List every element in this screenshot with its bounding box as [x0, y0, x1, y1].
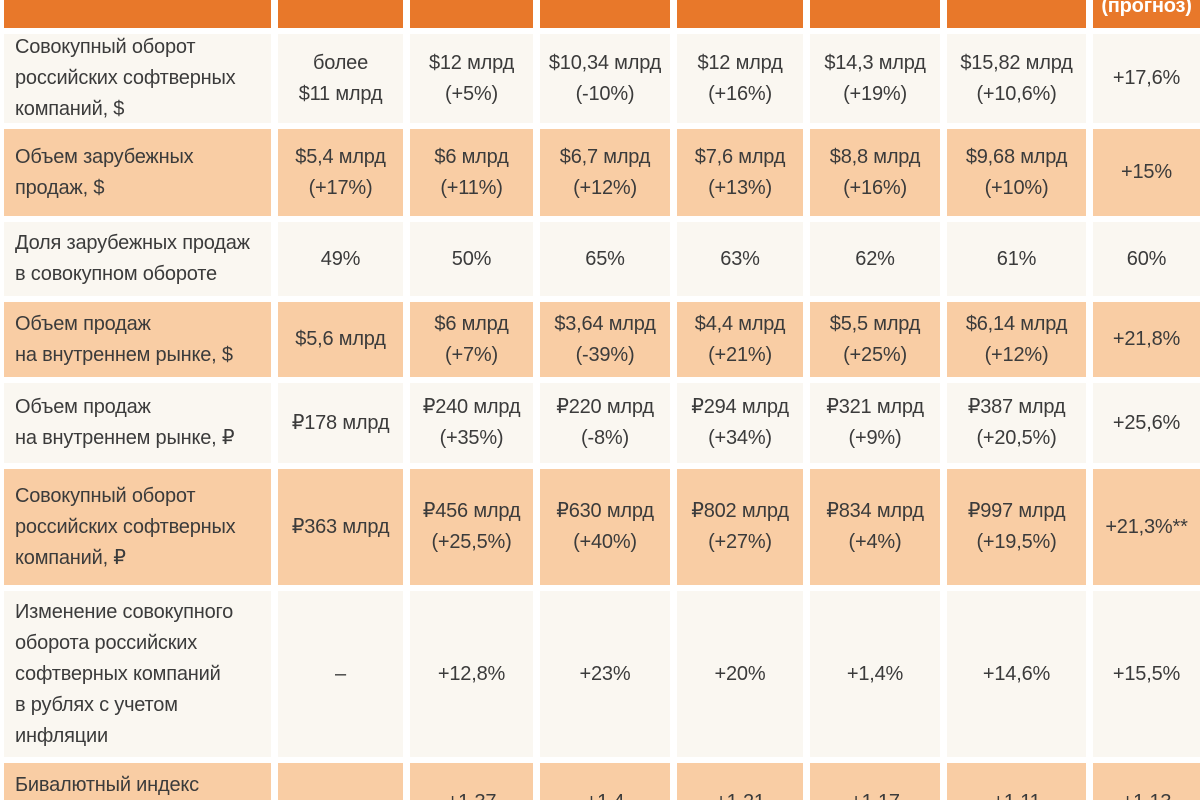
- data-cell: +20%: [677, 591, 803, 757]
- row-label: Бивалютный индекс: [4, 763, 271, 800]
- data-cell: ₽178 млрд: [278, 383, 403, 463]
- data-cell-forecast: +17,6%: [1093, 34, 1200, 123]
- data-cell: +23%: [540, 591, 670, 757]
- data-cell: ₽321 млрд (+9%): [810, 383, 940, 463]
- data-cell: $9,68 млрд (+10%): [947, 129, 1086, 216]
- row-label: Доля зарубежных продаж в совокупном обор…: [4, 222, 271, 296]
- data-cell: ₽220 млрд (-8%): [540, 383, 670, 463]
- forecast-label: (прогноз): [1101, 0, 1192, 17]
- data-cell-forecast: 60%: [1093, 222, 1200, 296]
- data-cell: ₽802 млрд (+27%): [677, 469, 803, 585]
- data-cell: $4,4 млрд (+21%): [677, 302, 803, 377]
- data-cell: $6,14 млрд (+12%): [947, 302, 1086, 377]
- data-cell: ₽630 млрд (+40%): [540, 469, 670, 585]
- table-row: Бивалютный индекс +1,37 +1,4 +1,21 +1,17…: [4, 763, 1200, 800]
- data-cell: 61%: [947, 222, 1086, 296]
- row-label: Совокупный оборот российских софтверных …: [4, 469, 271, 585]
- data-cell: $15,82 млрд (+10,6%): [947, 34, 1086, 123]
- header-cell-forecast: (прогноз): [1093, 0, 1200, 28]
- header-cell: [810, 0, 940, 28]
- table-row: Объем продаж на внутреннем рынке, $ $5,6…: [4, 302, 1200, 377]
- row-label: Совокупный оборот российских софтверных …: [4, 34, 271, 123]
- data-cell: 63%: [677, 222, 803, 296]
- table-row: Объем продаж на внутреннем рынке, ₽ ₽178…: [4, 383, 1200, 463]
- data-cell: ₽363 млрд: [278, 469, 403, 585]
- row-label: Объем зарубежных продаж, $: [4, 129, 271, 216]
- data-cell: +14,6%: [947, 591, 1086, 757]
- data-cell: $6 млрд (+11%): [410, 129, 533, 216]
- data-cell: +1,4%: [810, 591, 940, 757]
- data-cell-forecast: +15%: [1093, 129, 1200, 216]
- data-cell: ₽997 млрд (+19,5%): [947, 469, 1086, 585]
- table-header-row: (прогноз): [4, 0, 1200, 28]
- table-row: Совокупный оборот российских софтверных …: [4, 34, 1200, 123]
- data-cell-forecast: +25,6%: [1093, 383, 1200, 463]
- data-cell: 62%: [810, 222, 940, 296]
- data-cell: [278, 763, 403, 800]
- data-cell: +1,4: [540, 763, 670, 800]
- header-cell: [4, 0, 271, 28]
- table-row: Изменение совокупного оборота российских…: [4, 591, 1200, 757]
- row-label: Объем продаж на внутреннем рынке, $: [4, 302, 271, 377]
- data-cell: $10,34 млрд (-10%): [540, 34, 670, 123]
- data-cell: ₽294 млрд (+34%): [677, 383, 803, 463]
- data-cell: $8,8 млрд (+16%): [810, 129, 940, 216]
- data-cell: +1,11: [947, 763, 1086, 800]
- data-cell: ₽834 млрд (+4%): [810, 469, 940, 585]
- data-cell: $14,3 млрд (+19%): [810, 34, 940, 123]
- data-cell: +12,8%: [410, 591, 533, 757]
- data-cell: $7,6 млрд (+13%): [677, 129, 803, 216]
- data-cell: $5,5 млрд (+25%): [810, 302, 940, 377]
- data-cell: $6,7 млрд (+12%): [540, 129, 670, 216]
- data-cell: 65%: [540, 222, 670, 296]
- header-cell: [410, 0, 533, 28]
- header-cell: [540, 0, 670, 28]
- data-cell: $12 млрд (+16%): [677, 34, 803, 123]
- data-cell-forecast: +21,8%: [1093, 302, 1200, 377]
- data-cell: ₽240 млрд (+35%): [410, 383, 533, 463]
- data-cell-forecast: +21,3%**: [1093, 469, 1200, 585]
- table-row: Совокупный оборот российских софтверных …: [4, 469, 1200, 585]
- table-row: Объем зарубежных продаж, $ $5,4 млрд (+1…: [4, 129, 1200, 216]
- data-cell: ₽387 млрд (+20,5%): [947, 383, 1086, 463]
- header-cell: [278, 0, 403, 28]
- data-cell: +1,21: [677, 763, 803, 800]
- data-cell: $3,64 млрд (-39%): [540, 302, 670, 377]
- data-cell: более $11 млрд: [278, 34, 403, 123]
- data-cell: $12 млрд (+5%): [410, 34, 533, 123]
- data-cell: 49%: [278, 222, 403, 296]
- data-cell: –: [278, 591, 403, 757]
- header-cell: [677, 0, 803, 28]
- data-cell: $5,6 млрд: [278, 302, 403, 377]
- data-cell: 50%: [410, 222, 533, 296]
- data-cell: +1,17: [810, 763, 940, 800]
- data-cell-forecast: +15,5%: [1093, 591, 1200, 757]
- row-label: Объем продаж на внутреннем рынке, ₽: [4, 383, 271, 463]
- header-cell: [947, 0, 1086, 28]
- data-cell: $5,4 млрд (+17%): [278, 129, 403, 216]
- data-cell: ₽456 млрд (+25,5%): [410, 469, 533, 585]
- data-cell: +1,37: [410, 763, 533, 800]
- data-cell: $6 млрд (+7%): [410, 302, 533, 377]
- table-row: Доля зарубежных продаж в совокупном обор…: [4, 222, 1200, 296]
- row-label: Изменение совокупного оборота российских…: [4, 591, 271, 757]
- data-cell-forecast: +1,13: [1093, 763, 1200, 800]
